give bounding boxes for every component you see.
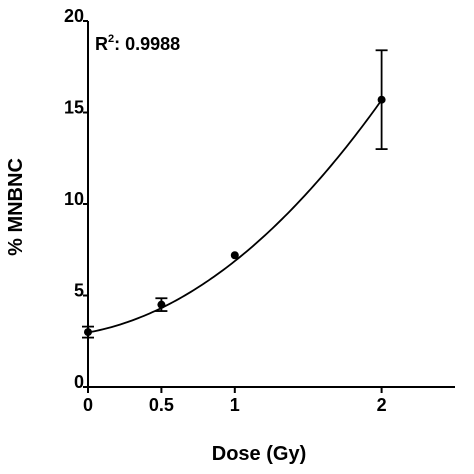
y-tick-label: 20	[64, 6, 84, 26]
data-point	[84, 328, 92, 337]
fit-curve	[87, 99, 383, 334]
data-point	[157, 300, 166, 309]
data-point	[377, 95, 386, 104]
r-squared-base: R	[95, 34, 108, 54]
axes: 0 5 10 15 20 0 0.5 1 2	[64, 6, 455, 415]
data-marks	[82, 49, 388, 339]
x-tick-label: 2	[377, 395, 387, 415]
x-tick-label: 1	[230, 395, 240, 415]
y-axis-title: % MNBNC	[5, 158, 27, 256]
x-tick-label: 0.5	[149, 395, 174, 415]
y-tick-label: 10	[64, 189, 84, 209]
x-axis-title: Dose (Gy)	[212, 443, 306, 465]
x-tick-label: 0	[83, 395, 93, 415]
y-tick-label: 5	[74, 281, 84, 301]
y-tick-label: 15	[64, 98, 84, 118]
r-squared-annotation: R2: 0.9988	[95, 33, 180, 54]
data-point	[230, 251, 239, 260]
r-squared-value: : 0.9988	[114, 34, 180, 54]
y-tick-label: 0	[74, 372, 84, 392]
r-squared-superscript: 2	[108, 33, 114, 45]
fit-curve-layer	[87, 99, 383, 334]
